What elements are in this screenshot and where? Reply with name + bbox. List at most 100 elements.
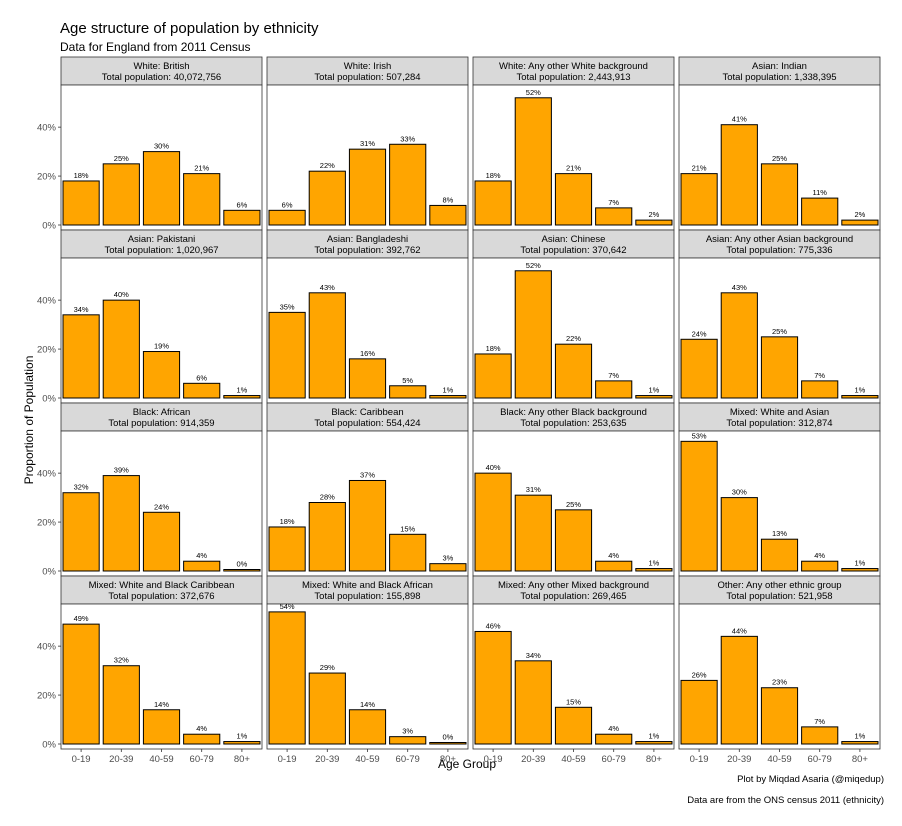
y-tick-label: 0% [42,740,56,751]
bar-data-label: 1% [236,386,247,395]
bar-data-label: 40% [114,290,129,299]
bar [514,494,552,572]
x-tick-label: 0-19 [72,754,91,765]
bar [142,511,181,572]
y-tick-label: 0% [42,394,56,405]
bar-data-label: 18% [486,171,501,180]
facet-population: Total population: 372,676 [108,591,214,602]
bar [183,173,221,226]
bar-data-label: 3% [442,554,453,563]
facet-strip [266,402,469,432]
bar-data-label: 4% [608,551,619,560]
bar [680,338,718,399]
facet-strip [472,229,675,259]
bar-data-label: 29% [320,663,335,672]
bar [680,440,718,572]
facet-title: Other: Any other ethnic group [717,580,841,591]
bar [680,679,718,745]
facet-population: Total population: 521,958 [726,591,832,602]
bar-data-label: 5% [402,376,413,385]
x-tick-label: 0-19 [690,754,709,765]
bar [142,351,181,399]
x-tick-label: 20-39 [109,754,133,765]
y-tick-label: 40% [37,296,57,307]
bar [720,635,758,745]
bar-data-label: 33% [400,134,415,143]
facet-strip [472,402,675,432]
facet-strip [60,575,263,605]
bar [720,124,758,226]
bar [308,672,346,745]
bar [801,380,839,399]
bar [720,497,758,572]
bar [760,538,799,572]
bar [760,163,799,226]
bar-data-label: 46% [486,621,501,630]
bar-data-label: 11% [812,188,827,197]
bar-data-label: 22% [566,334,581,343]
bar-data-label: 41% [732,115,747,124]
bar [554,173,593,226]
bar [268,311,306,399]
bar [268,526,306,572]
facet-population: Total population: 253,635 [520,418,626,429]
x-tick-label: 80+ [852,754,869,765]
bar-data-label: 34% [74,305,89,314]
bar-data-label: 54% [280,602,295,611]
bar-data-label: 23% [772,678,787,687]
y-tick-label: 20% [37,518,57,529]
bar [595,560,633,572]
facet-strip [678,575,881,605]
y-tick-label: 20% [37,172,57,183]
bar-data-label: 32% [114,656,129,665]
bar-data-label: 1% [648,559,659,568]
bar-data-label: 21% [566,164,581,173]
bar-data-label: 1% [442,386,453,395]
bar-data-label: 3% [402,727,413,736]
facet-population: Total population: 155,898 [314,591,420,602]
bar [183,382,221,399]
bar-data-label: 44% [732,626,747,635]
facet-title: Asian: Any other Asian background [706,234,853,245]
bar-data-label: 34% [526,651,541,660]
bar-data-label: 22% [320,161,335,170]
facet-strip [60,229,263,259]
facet-title: White: Irish [344,61,392,72]
facet-strip [60,56,263,86]
bar [223,395,261,399]
facet-title: White: Any other White background [499,61,648,72]
bar [429,563,467,572]
bar [474,180,512,226]
bar-data-label: 39% [114,466,129,475]
facet-population: Total population: 392,762 [314,245,420,256]
bar-data-label: 24% [692,329,707,338]
y-tick-label: 0% [42,567,56,578]
facet-title: Asian: Bangladeshi [327,234,408,245]
bar-data-label: 28% [320,493,335,502]
chart-title: Age structure of population by ethnicity [60,20,319,37]
bar [429,395,467,399]
bar [62,623,100,745]
facet-title: Mixed: Any other Mixed background [498,580,649,591]
bar-data-label: 1% [854,559,865,568]
bar-data-label: 4% [196,551,207,560]
facet-title: Asian: Indian [752,61,807,72]
bar [554,343,593,399]
bar-data-label: 25% [566,500,581,509]
bar-data-label: 0% [442,733,453,742]
bar-data-label: 18% [486,344,501,353]
bar [142,709,181,745]
bar [142,151,181,226]
bar-data-label: 32% [74,483,89,492]
bar-data-label: 25% [114,154,129,163]
x-tick-label: 40-59 [149,754,173,765]
x-tick-label: 40-59 [767,754,791,765]
bar [474,353,512,399]
bar-data-label: 52% [526,88,541,97]
bar-data-label: 0% [236,560,247,569]
bar-data-label: 19% [154,342,169,351]
y-tick-label: 40% [37,469,57,480]
bar [554,706,593,745]
facet-population: Total population: 312,874 [726,418,832,429]
bar-data-label: 4% [814,551,825,560]
